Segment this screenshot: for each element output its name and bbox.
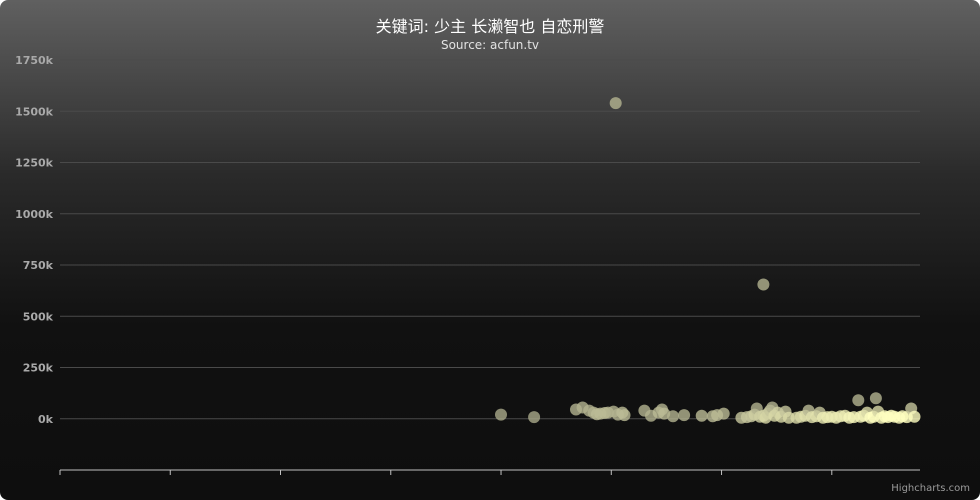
credits-link[interactable]: Highcharts.com <box>891 483 970 494</box>
y-tick-label: 500k <box>23 310 54 323</box>
y-tick-label: 0k <box>38 413 54 426</box>
y-tick-label: 1750k <box>15 54 54 67</box>
data-point <box>869 392 882 405</box>
data-point <box>757 278 770 291</box>
y-tick-label: 1500k <box>15 105 54 118</box>
data-point <box>678 409 691 422</box>
y-tick-label: 750k <box>23 259 54 272</box>
chart-title: 关键词: 少主 长濑智也 自恋刑警 <box>375 17 605 36</box>
data-point <box>852 394 865 407</box>
y-tick-label: 1250k <box>15 157 54 170</box>
y-tick-label: 250k <box>23 362 54 375</box>
data-point <box>609 97 622 110</box>
chart-subtitle: Source: acfun.tv <box>440 38 540 52</box>
data-point <box>618 409 631 422</box>
y-tick-label: 1000k <box>15 208 54 221</box>
data-point <box>908 410 921 423</box>
data-point <box>717 407 730 420</box>
data-point <box>667 410 679 423</box>
data-point <box>528 411 541 424</box>
data-point <box>495 408 507 421</box>
data-point <box>695 409 708 422</box>
